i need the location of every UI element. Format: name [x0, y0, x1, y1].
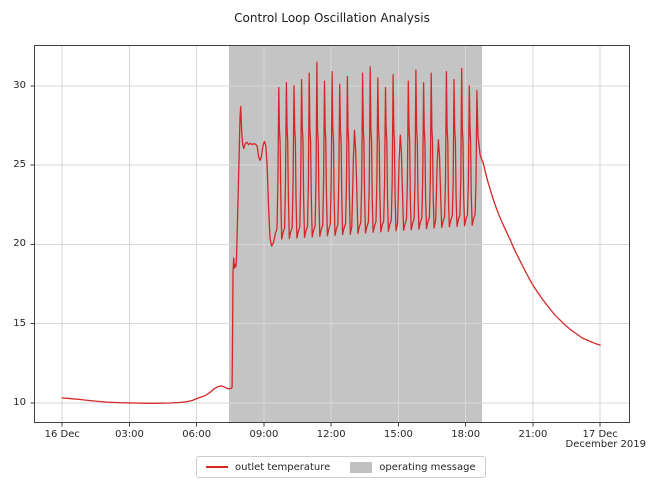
x-tick-label: 15:00 [384, 429, 413, 440]
x-axis-secondary-label: December 2019 [565, 439, 646, 450]
x-tick-label: 06:00 [182, 429, 212, 440]
x-tick-label: 09:00 [249, 429, 279, 440]
axes-spines [34, 45, 630, 423]
y-tick-label: 20 [13, 238, 26, 250]
x-tick-label: 18:00 [451, 429, 481, 440]
outlet-temperature-line [61, 61, 601, 404]
operating-message-band [229, 45, 483, 423]
legend: outlet temperature operating message [196, 456, 486, 478]
y-tick-label: 10 [13, 397, 26, 409]
legend-label-operating-message: operating message [379, 461, 476, 473]
x-tick-label: 12:00 [316, 429, 346, 440]
chart-title: Control Loop Oscillation Analysis [234, 11, 430, 25]
y-tick-label: 15 [13, 317, 26, 329]
x-tick-label: 03:00 [115, 429, 144, 440]
x-tick-label: 21:00 [518, 429, 548, 440]
legend-label-outlet-temperature: outlet temperature [235, 461, 331, 473]
legend-patch-swatch [350, 461, 373, 473]
x-tick-label: 17 Dec [582, 429, 618, 440]
y-tick-label: 25 [13, 159, 26, 171]
x-tick-label: 16 Dec [44, 429, 80, 440]
legend-line-swatch [206, 466, 228, 468]
y-tick-label: 30 [13, 79, 26, 91]
